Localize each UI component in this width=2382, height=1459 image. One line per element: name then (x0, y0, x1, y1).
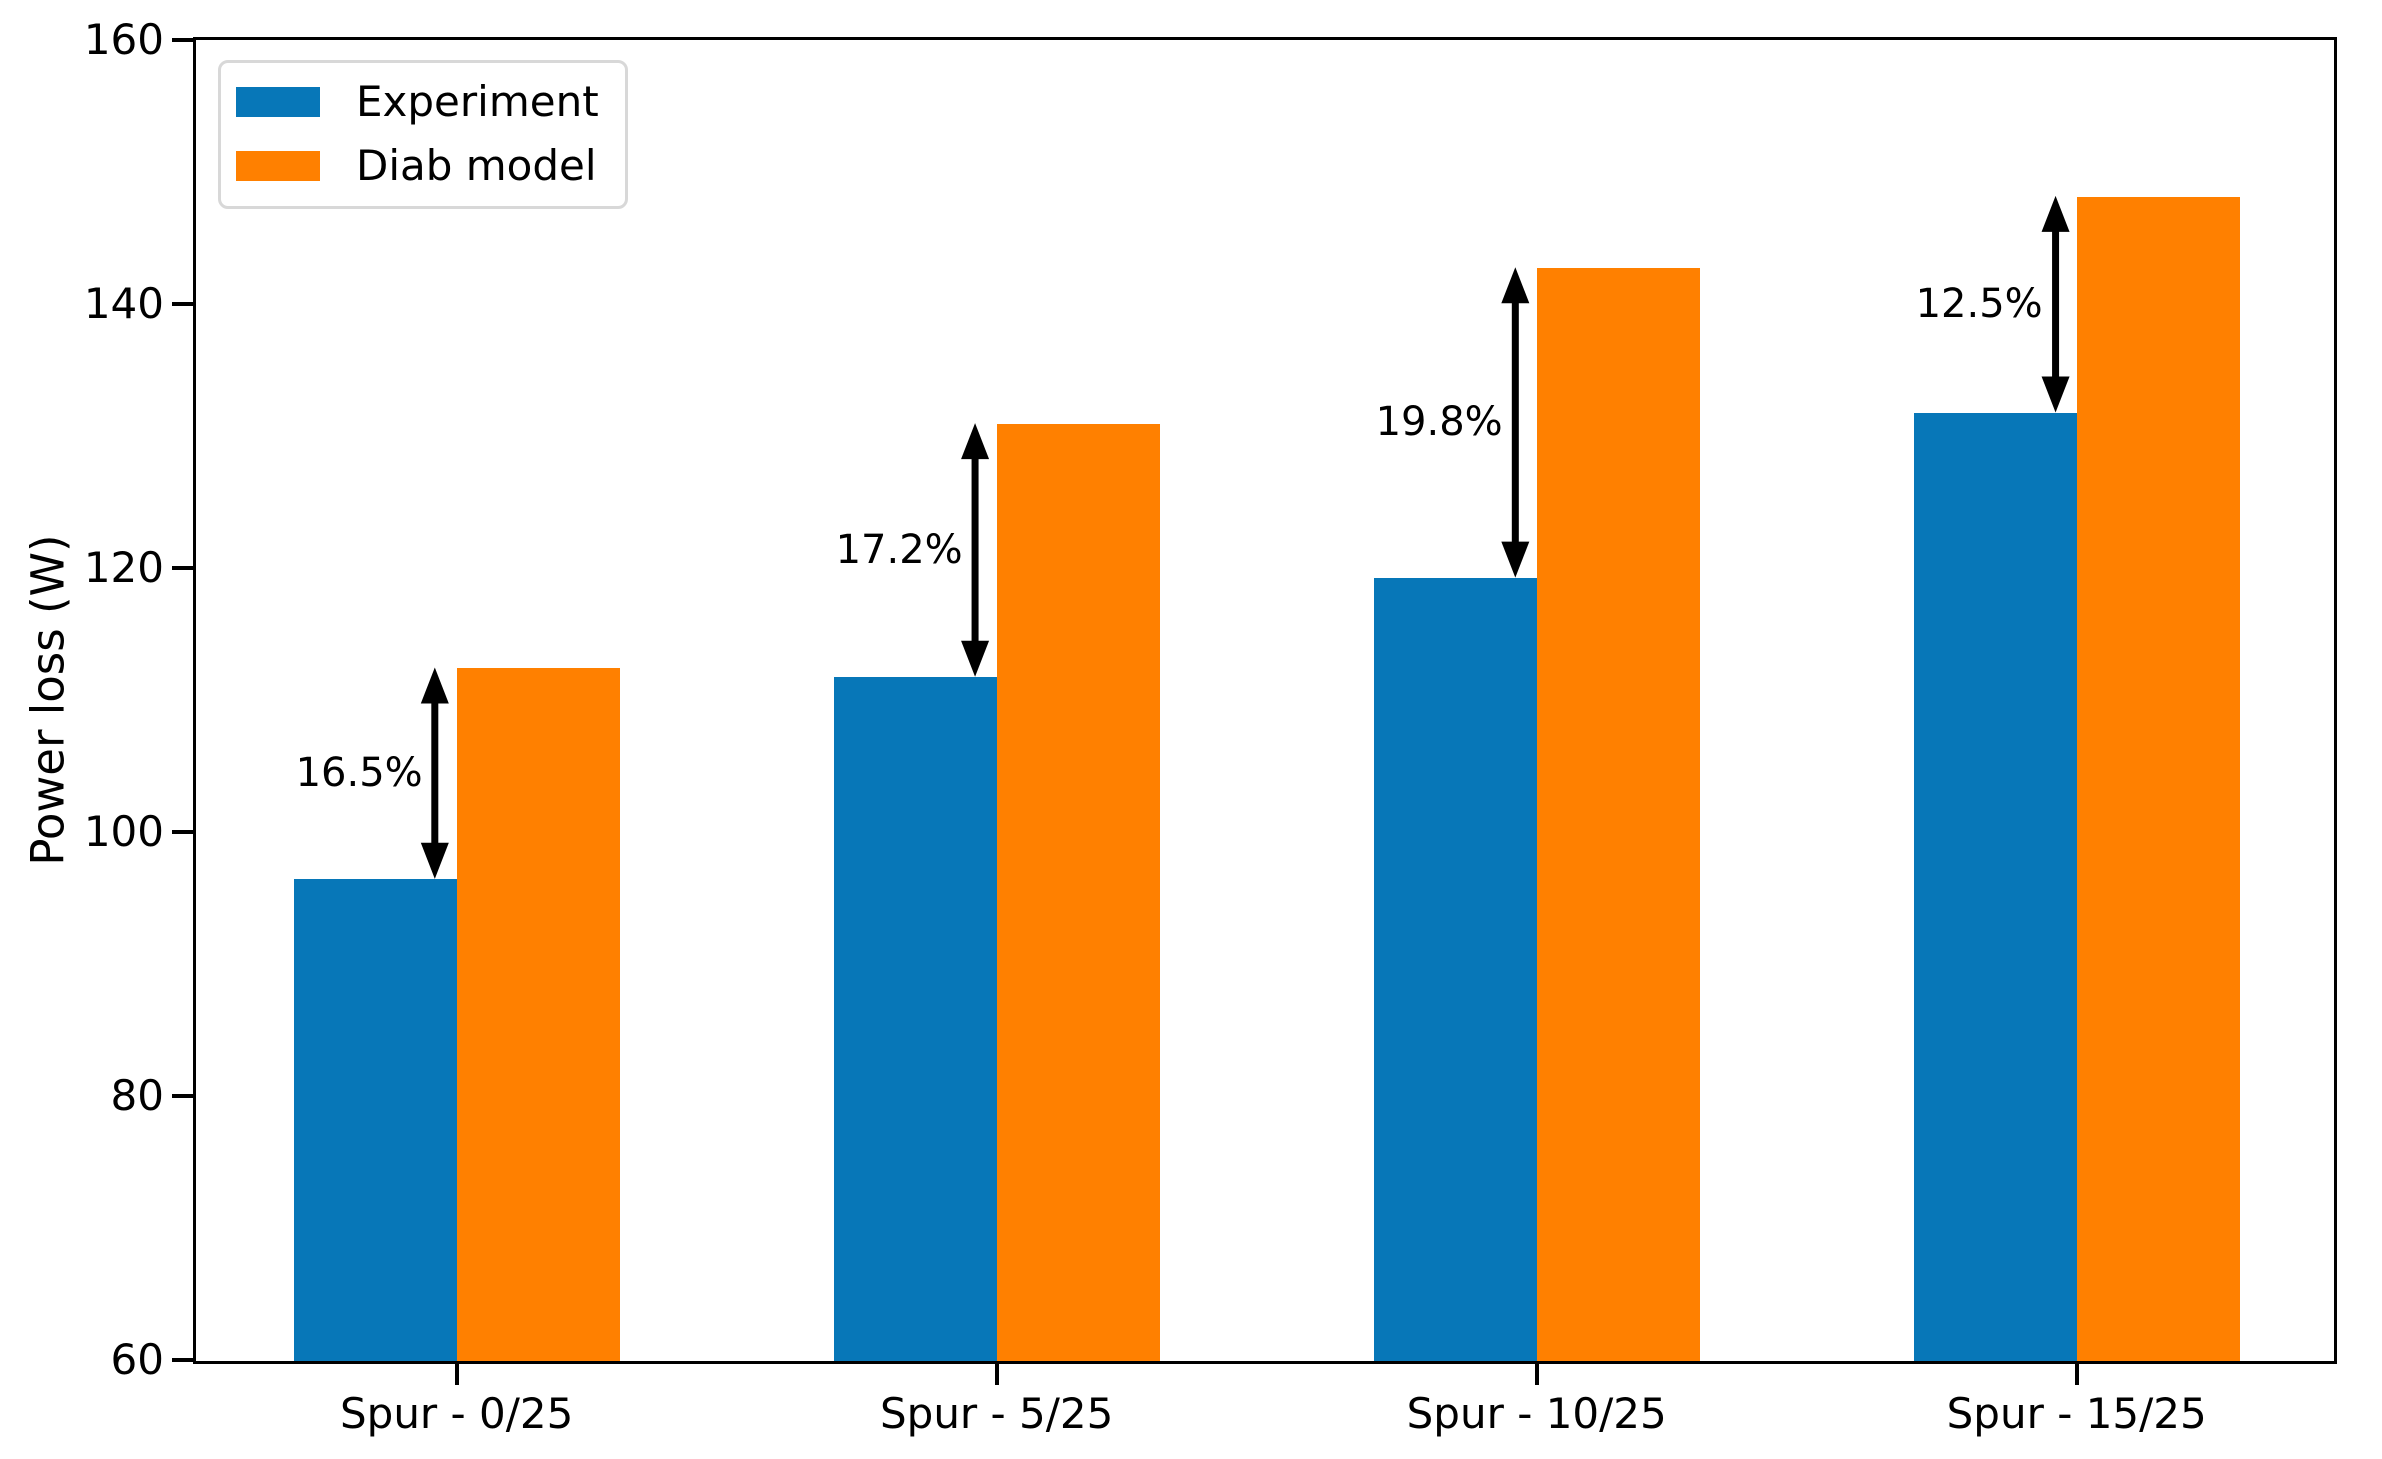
arrow-head-up (2041, 195, 2070, 232)
bar-diab-model (1536, 268, 1700, 1361)
x-tick-label: Spur - 10/25 (1406, 1389, 1667, 1438)
y-tick-label: 80 (110, 1071, 164, 1120)
legend-label-diab-model: Diab model (356, 141, 597, 191)
y-tick-label: 120 (83, 543, 164, 592)
percent-diff-label: 19.8% (1375, 399, 1503, 446)
y-axis-title: Power loss (W) (21, 534, 75, 866)
arrow-head-up (961, 423, 990, 460)
y-tick-mark (172, 1094, 193, 1098)
arrow-head-up (1501, 267, 1530, 304)
arrow-head-down (2041, 376, 2070, 413)
percent-diff-label: 12.5% (1915, 281, 2043, 327)
x-tick-mark (2074, 1364, 2079, 1385)
legend-item-diab-model: Diab model (236, 141, 599, 191)
bar-experiment (833, 677, 997, 1361)
x-tick-mark (1534, 1364, 1539, 1385)
legend: Experiment Diab model (218, 60, 628, 209)
y-tick-label: 160 (83, 15, 164, 64)
y-tick-mark (172, 1358, 193, 1362)
x-tick-label: Spur - 15/25 (1946, 1389, 2207, 1438)
x-tick-mark (454, 1364, 459, 1385)
bar-diab-model (456, 668, 620, 1361)
y-tick-mark (172, 302, 193, 306)
y-tick-mark (172, 566, 193, 570)
x-tick-mark (994, 1364, 999, 1385)
percent-diff-label: 16.5% (295, 749, 423, 796)
arrow-head-down (1501, 541, 1530, 578)
y-tick-label: 140 (83, 279, 164, 328)
legend-item-experiment: Experiment (236, 77, 599, 126)
y-tick-mark (172, 830, 193, 834)
x-tick-label: Spur - 5/25 (879, 1389, 1114, 1438)
legend-label-experiment: Experiment (356, 77, 599, 126)
bar-experiment (1373, 578, 1537, 1361)
legend-swatch-experiment (236, 87, 320, 118)
bar-diab-model (2076, 196, 2240, 1361)
plot-area: Experiment Diab model 60 80 100 120 140 160 S… (84, 19, 2337, 1437)
bar-experiment (293, 879, 457, 1361)
arrow-head-up (420, 667, 449, 704)
bar-experiment (1913, 413, 2077, 1361)
x-tick-label: Spur - 0/25 (339, 1389, 574, 1438)
bar-diab-model (996, 423, 1160, 1361)
y-tick-label: 60 (110, 1335, 164, 1384)
y-tick-label: 100 (83, 807, 164, 856)
y-tick-mark (172, 38, 193, 42)
legend-swatch-diab-model (236, 151, 320, 182)
arrow-head-down (420, 842, 449, 879)
arrow-head-down (961, 640, 990, 677)
percent-diff-label: 17.2% (835, 526, 963, 573)
